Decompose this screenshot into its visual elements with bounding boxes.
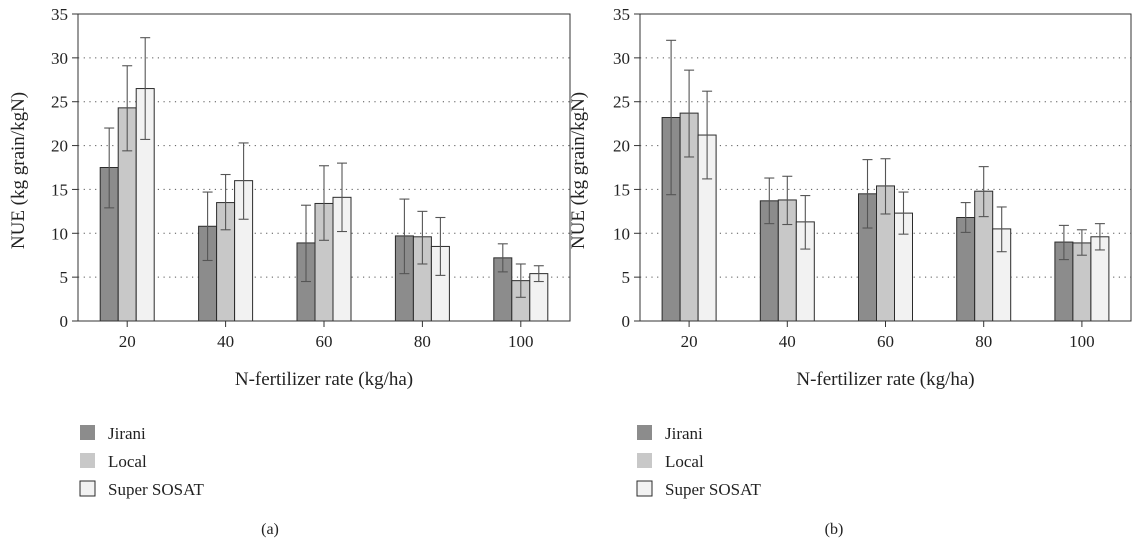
- legend-label-jirani: Jirani: [108, 424, 146, 443]
- legend-swatch-super-sosat: [79, 480, 96, 497]
- x-tick-label: 60: [316, 332, 333, 351]
- x-tick-label: 60: [877, 332, 894, 351]
- legend-label-super-sosat: Super SOSAT: [108, 480, 204, 499]
- legend-swatch-local: [637, 453, 652, 468]
- y-tick-label: 15: [613, 180, 630, 199]
- y-axis-title: NUE (kg grain/kgN): [568, 92, 589, 249]
- y-tick-label: 30: [613, 49, 630, 68]
- y-tick-label: 10: [613, 224, 630, 243]
- y-tick-label: 5: [622, 268, 631, 287]
- y-tick-label: 20: [613, 137, 630, 156]
- legend-label-super-sosat: Super SOSAT: [665, 480, 761, 499]
- legend-swatch-jirani: [637, 425, 652, 440]
- panel-caption: (a): [261, 521, 279, 538]
- x-tick-label: 40: [779, 332, 796, 351]
- x-tick-label: 100: [508, 332, 534, 351]
- panel-caption: (b): [825, 521, 844, 538]
- legend-swatch-jirani: [80, 425, 95, 440]
- chart-panel-a: 0 5 10 15 20 25 30 35 20 40 60 80 100 N-fertilizer ra…: [8, 5, 571, 538]
- x-tick-label: 100: [1069, 332, 1095, 351]
- y-tick-label: 0: [622, 312, 631, 331]
- chart-panel-b: 0 5 10 15 20 25 30 35 20 40 60 80 100 N-fertilizer ra…: [568, 5, 1132, 538]
- y-axis-title: NUE (kg grain/kgN): [8, 92, 29, 249]
- y-tick-label: 5: [60, 268, 69, 287]
- x-tick-label: 40: [217, 332, 234, 351]
- x-tick-label: 20: [119, 332, 136, 351]
- y-tick-label: 0: [60, 312, 69, 331]
- y-tick-label: 35: [51, 5, 68, 24]
- y-tick-label: 15: [51, 180, 68, 199]
- legend-label-jirani: Jirani: [665, 424, 703, 443]
- legend-label-local: Local: [665, 452, 704, 471]
- y-tick-label: 35: [613, 5, 630, 24]
- x-axis-title: N-fertilizer rate (kg/ha): [235, 369, 413, 390]
- legend-swatch-local: [80, 453, 95, 468]
- bar-jirani-80: [956, 216, 976, 322]
- x-tick-label: 80: [975, 332, 992, 351]
- y-tick-label: 10: [51, 224, 68, 243]
- legend-label-local: Local: [108, 452, 147, 471]
- y-tick-label: 20: [51, 137, 68, 156]
- y-tick-label: 25: [613, 93, 630, 112]
- x-tick-label: 80: [414, 332, 431, 351]
- y-tick-label: 25: [51, 93, 68, 112]
- x-tick-label: 20: [681, 332, 698, 351]
- legend-swatch-super-sosat: [636, 480, 653, 497]
- y-tick-label: 30: [51, 49, 68, 68]
- x-axis-title: N-fertilizer rate (kg/ha): [796, 369, 974, 390]
